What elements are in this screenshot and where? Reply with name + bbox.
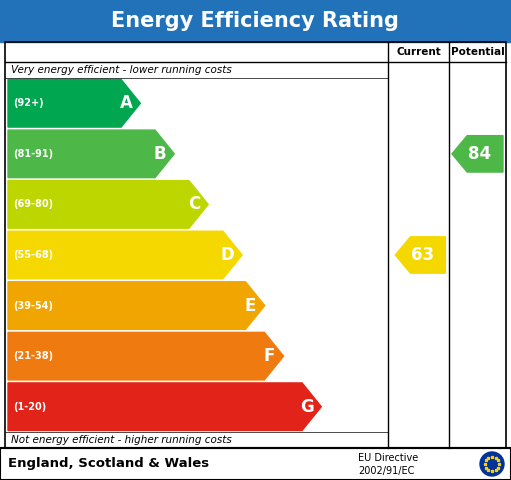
Text: Potential: Potential	[451, 47, 504, 57]
Polygon shape	[8, 231, 242, 279]
Text: (21-38): (21-38)	[13, 351, 53, 361]
Text: (55-68): (55-68)	[13, 250, 53, 260]
Text: (39-54): (39-54)	[13, 300, 53, 311]
Text: Current: Current	[396, 47, 441, 57]
Text: 63: 63	[411, 246, 434, 264]
Text: C: C	[188, 195, 200, 214]
Text: F: F	[264, 347, 275, 365]
Text: EU Directive: EU Directive	[358, 453, 418, 463]
Text: (81-91): (81-91)	[13, 149, 53, 159]
Text: G: G	[300, 398, 314, 416]
Text: D: D	[221, 246, 235, 264]
Bar	[0, 448, 511, 480]
Bar	[5, 42, 506, 448]
Text: Energy Efficiency Rating: Energy Efficiency Rating	[111, 11, 399, 31]
Polygon shape	[8, 332, 284, 380]
Text: (69-80): (69-80)	[13, 199, 53, 209]
Text: 84: 84	[468, 145, 492, 163]
Polygon shape	[396, 237, 446, 273]
Polygon shape	[8, 180, 208, 228]
Text: (1-20): (1-20)	[13, 402, 47, 412]
Text: Not energy efficient - higher running costs: Not energy efficient - higher running co…	[11, 435, 232, 445]
Polygon shape	[8, 383, 321, 431]
Text: 2002/91/EC: 2002/91/EC	[358, 466, 414, 476]
Text: Very energy efficient - lower running costs: Very energy efficient - lower running co…	[11, 65, 232, 75]
Bar	[0, 448, 511, 480]
Polygon shape	[8, 80, 141, 127]
Circle shape	[480, 452, 504, 476]
Text: England, Scotland & Wales: England, Scotland & Wales	[8, 457, 209, 470]
Text: A: A	[120, 94, 132, 112]
Polygon shape	[8, 130, 174, 178]
Polygon shape	[452, 136, 503, 172]
Bar	[0, 0, 511, 42]
Text: B: B	[153, 145, 166, 163]
Text: E: E	[245, 297, 256, 314]
Text: (92+): (92+)	[13, 98, 43, 108]
Polygon shape	[8, 282, 265, 329]
